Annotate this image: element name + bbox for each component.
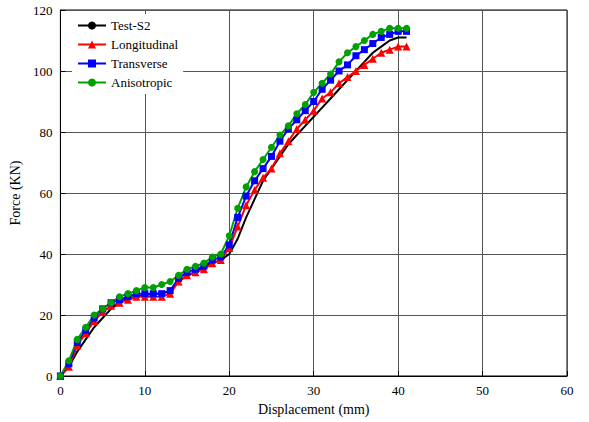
svg-text:60: 60 (39, 186, 52, 201)
svg-text:30: 30 (307, 383, 320, 398)
svg-text:50: 50 (476, 383, 489, 398)
svg-text:80: 80 (39, 125, 52, 140)
svg-text:100: 100 (33, 64, 53, 79)
svg-text:Force (KN): Force (KN) (8, 160, 24, 225)
svg-text:Longitudinal: Longitudinal (111, 37, 179, 52)
svg-text:Transverse: Transverse (111, 56, 168, 71)
svg-text:120: 120 (33, 3, 53, 18)
svg-text:40: 40 (39, 247, 52, 262)
svg-text:Test-S2: Test-S2 (111, 18, 151, 33)
svg-text:0: 0 (46, 369, 53, 384)
svg-text:40: 40 (392, 383, 405, 398)
svg-text:Anisotropic: Anisotropic (111, 75, 173, 90)
svg-text:Displacement (mm): Displacement (mm) (258, 402, 370, 418)
svg-text:20: 20 (39, 308, 52, 323)
svg-text:0: 0 (57, 383, 64, 398)
svg-text:20: 20 (223, 383, 236, 398)
svg-text:60: 60 (561, 383, 574, 398)
svg-text:10: 10 (138, 383, 151, 398)
